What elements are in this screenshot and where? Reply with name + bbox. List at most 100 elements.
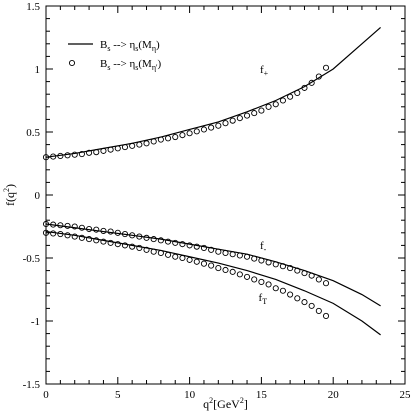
- data-point-s5: [251, 276, 258, 283]
- data-point-s3: [222, 249, 229, 257]
- x-axis-title-unit: [GeV: [213, 397, 240, 411]
- data-point-s5: [222, 266, 229, 274]
- data-point-s5: [100, 238, 107, 245]
- data-point-s3: [251, 255, 258, 262]
- legend-label-sub: η: [152, 44, 156, 53]
- data-point-s3: [308, 272, 315, 279]
- y-axis-title-close: ): [3, 184, 17, 188]
- data-point-s3: [236, 252, 243, 259]
- legend-label-sub: s: [107, 44, 110, 53]
- data-point-s1: [200, 126, 208, 133]
- plot-area: [42, 26, 381, 336]
- data-point-s5: [243, 273, 251, 280]
- data-point-s1: [236, 115, 243, 122]
- data-point-s1: [50, 153, 57, 160]
- data-point-s3: [157, 237, 164, 244]
- y-tick-label: 0.5: [26, 127, 40, 139]
- data-point-s3: [208, 246, 215, 253]
- data-point-s3: [78, 224, 85, 231]
- annotation-sub: +: [264, 69, 269, 78]
- data-point-s1: [322, 64, 330, 71]
- data-point-s1: [193, 128, 200, 135]
- data-point-s3: [186, 242, 193, 249]
- data-point-s3: [50, 221, 57, 228]
- x-axis-title-close: ]: [244, 397, 248, 411]
- data-point-s1: [121, 144, 129, 151]
- y-axis-title-sup: 2: [2, 188, 11, 192]
- data-point-s5: [215, 265, 222, 272]
- data-point-s3: [86, 225, 93, 233]
- data-point-s1: [308, 79, 315, 86]
- data-point-s1: [64, 152, 71, 159]
- x-tick-label: 5: [115, 389, 121, 401]
- data-point-s3: [71, 223, 78, 230]
- legend-circle-symbol: [68, 59, 76, 67]
- data-point-s3: [215, 248, 222, 255]
- data-point-s1: [107, 146, 114, 153]
- annotation-main: f: [260, 240, 264, 252]
- y-tick-label: 0: [35, 190, 41, 202]
- data-point-s3: [100, 227, 107, 234]
- x-axis-title: q2[GeV2]: [203, 396, 248, 411]
- data-point-s5: [265, 281, 272, 288]
- data-point-s3: [301, 270, 308, 277]
- data-point-s1: [208, 124, 215, 131]
- data-point-s1: [57, 152, 64, 159]
- annotation-sub: T: [262, 297, 267, 306]
- data-point-s5: [208, 262, 215, 269]
- y-tick-label: -0.5: [23, 253, 41, 265]
- x-tick-label: 15: [256, 389, 268, 401]
- x-axis-title-unit-sup: 2: [240, 396, 244, 405]
- legend-label-paren: (M: [138, 39, 152, 51]
- data-point-s5: [129, 243, 136, 250]
- x-axis-title-main: q: [203, 397, 209, 411]
- chart-labels: 0 5 10 15 20 25-1.5-1-0.500.511.5q2[GeV2]f(q2…: [2, 1, 411, 411]
- y-tick-label: -1.5: [23, 379, 41, 391]
- data-point-s5: [157, 249, 164, 257]
- data-point-s1: [114, 145, 121, 152]
- data-point-s3: [107, 228, 114, 235]
- data-point-s5: [236, 271, 243, 278]
- data-point-s3: [279, 263, 286, 270]
- data-point-s5: [136, 244, 143, 251]
- data-point-s5: [193, 258, 200, 265]
- data-point-s5: [121, 242, 129, 249]
- legend-label-close: ): [157, 58, 161, 70]
- data-point-s3: [143, 234, 150, 241]
- x-tick-label: 20: [328, 389, 340, 401]
- data-point-s5: [86, 236, 93, 243]
- data-point-s3: [114, 229, 121, 236]
- data-point-s5: [315, 307, 322, 314]
- data-point-s3: [165, 238, 172, 245]
- data-point-s3: [229, 251, 236, 258]
- data-point-s1: [215, 122, 222, 129]
- data-point-s1: [179, 132, 186, 139]
- data-point-s1: [172, 133, 179, 141]
- data-point-s1: [157, 136, 164, 143]
- data-point-s5: [143, 246, 150, 253]
- data-point-s5: [229, 268, 236, 275]
- curve-annotation-0: f+: [260, 64, 269, 78]
- annotation-sub: -: [264, 245, 267, 254]
- data-point-s5: [279, 287, 286, 294]
- data-point-s3: [315, 276, 322, 283]
- data-point-s5: [150, 248, 157, 255]
- data-point-s1: [229, 117, 236, 124]
- data-point-s5: [71, 233, 78, 240]
- data-point-s5: [114, 241, 121, 248]
- legend-label-sub: s: [135, 63, 138, 72]
- data-point-s1: [78, 150, 85, 158]
- legend-label-close: ): [156, 39, 160, 51]
- data-point-s1: [272, 101, 279, 108]
- data-point-s3: [136, 233, 143, 240]
- data-point-s5: [107, 239, 114, 246]
- data-point-s3: [287, 265, 294, 272]
- data-point-s1: [136, 141, 143, 148]
- data-point-s5: [57, 231, 64, 238]
- data-point-s5: [93, 237, 100, 244]
- data-point-s3: [57, 222, 64, 229]
- data-point-s5: [50, 230, 57, 237]
- legend-label-mid: --> η: [110, 58, 135, 70]
- y-axis-title: f(q2): [2, 184, 17, 206]
